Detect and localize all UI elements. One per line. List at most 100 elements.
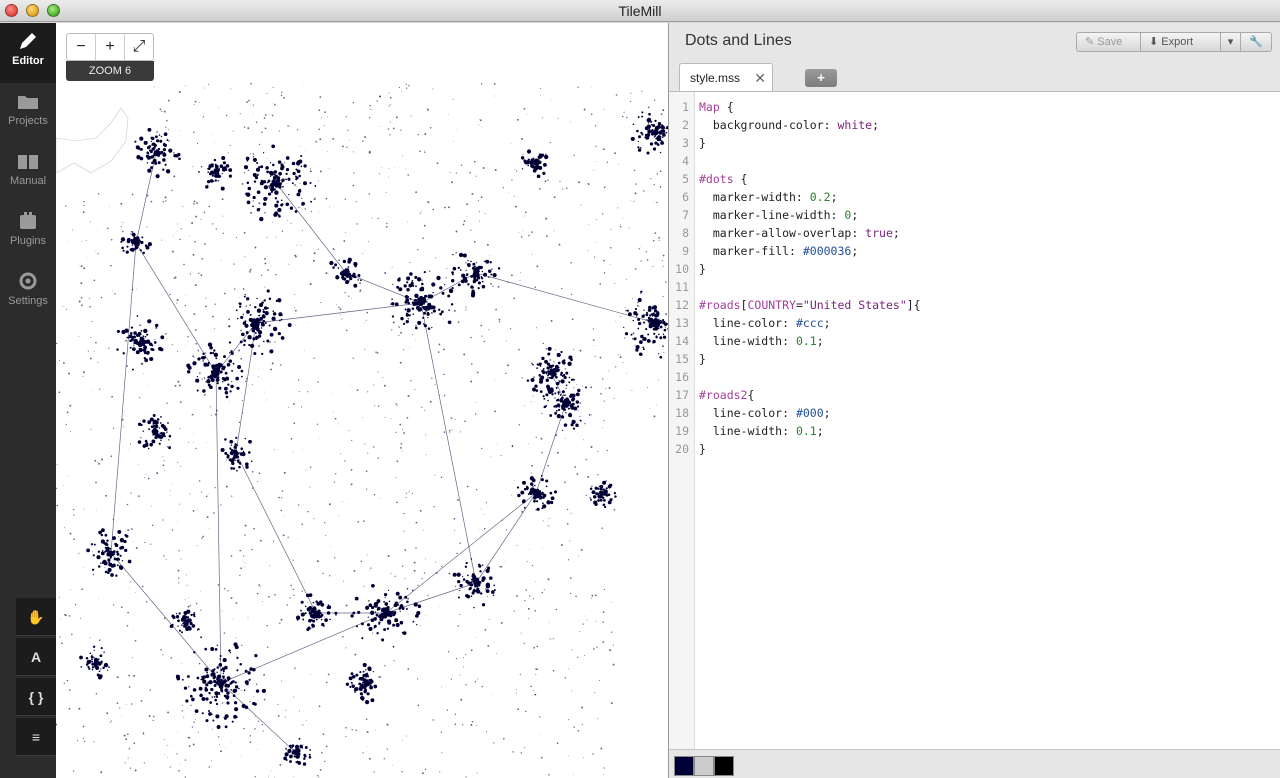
add-stylesheet-button[interactable]: + (805, 69, 837, 87)
palette-swatch-1[interactable] (674, 756, 694, 776)
code-line[interactable]: 7 marker-line-width: 0; (669, 206, 858, 224)
font-tool[interactable]: A (16, 638, 56, 676)
population-dot (369, 685, 374, 690)
population-dot (243, 165, 249, 170)
palette-swatch-2[interactable] (694, 756, 714, 776)
population-dot (439, 312, 443, 316)
population-dot (167, 422, 169, 424)
palette-swatch-3[interactable] (714, 756, 734, 776)
population-dot (578, 181, 580, 184)
population-dot (158, 344, 160, 346)
zoom-window-button[interactable] (47, 4, 60, 17)
sidebar-item-projects[interactable]: Projects (0, 83, 56, 143)
code-line[interactable]: 8 marker-allow-overlap: true; (669, 224, 900, 242)
code-line[interactable]: 11 (669, 278, 689, 296)
code-line[interactable]: 5 #dots { (669, 170, 747, 188)
population-dot (536, 174, 541, 179)
population-dot (466, 203, 469, 206)
population-dot (640, 290, 643, 294)
code-line[interactable]: 18 line-color: #000; (669, 404, 830, 422)
fullscreen-button[interactable]: ⤢ (132, 38, 146, 55)
population-dot (147, 242, 152, 247)
population-dot (188, 745, 191, 747)
sidebar-item-manual[interactable]: Manual (0, 143, 56, 203)
population-dot (443, 477, 444, 478)
minimize-window-button[interactable] (26, 4, 39, 17)
code-line[interactable]: 15} (669, 350, 706, 368)
code-line[interactable]: 17 #roads2{ (669, 386, 754, 404)
code-line[interactable]: 2 background-color: white; (669, 116, 879, 134)
code-line[interactable]: 1 Map { (669, 98, 734, 116)
pan-tool[interactable]: ✋ (16, 598, 56, 636)
zoom-out-button[interactable]: − (67, 34, 96, 60)
code-line[interactable]: 9 marker-fill: #000036; (669, 242, 858, 260)
population-dot (472, 262, 476, 266)
population-dot (374, 405, 376, 407)
population-dot (482, 167, 485, 169)
population-dot (444, 206, 446, 209)
code-line[interactable]: 4 (669, 152, 689, 170)
code-line[interactable]: 19 line-width: 0.1; (669, 422, 824, 440)
code-editor[interactable]: 1 Map {2 background-color: white; 3} 4 5 #dot… (669, 91, 1280, 750)
code-line[interactable]: 12 #roads[COUNTRY="United States"]{ (669, 296, 920, 314)
population-dot (588, 414, 591, 416)
population-dot (462, 253, 467, 258)
population-dot (459, 431, 462, 433)
population-dot (273, 170, 278, 174)
code-text: line-width: 0.1; (699, 334, 824, 348)
population-dot (541, 356, 545, 361)
code-line[interactable]: 6 marker-width: 0.2; (669, 188, 837, 206)
population-dot (619, 353, 621, 355)
population-dot (182, 622, 184, 625)
project-settings-button[interactable]: 🔧 (1241, 33, 1271, 51)
population-dot (235, 309, 238, 312)
population-dot (134, 140, 137, 143)
population-dot (241, 332, 245, 337)
sidebar-item-settings[interactable]: Settings (0, 263, 56, 323)
map-view[interactable] (56, 23, 668, 778)
close-window-button[interactable] (5, 4, 18, 17)
population-dot (630, 333, 633, 336)
population-dot (257, 720, 260, 722)
map-canvas[interactable] (56, 23, 668, 778)
population-dot (608, 370, 610, 372)
close-icon[interactable]: ✕ (754, 70, 766, 86)
population-dot (174, 384, 177, 387)
population-dot (556, 451, 559, 454)
sidebar-item-plugins[interactable]: Plugins (0, 203, 56, 263)
population-dot (457, 579, 461, 584)
population-dot (240, 567, 242, 570)
population-dot (399, 446, 402, 449)
population-dot (647, 129, 652, 134)
population-dot (415, 191, 417, 194)
zoom-in-button[interactable]: + (96, 34, 125, 60)
save-button[interactable]: ✎ Save (1077, 33, 1141, 51)
layers-tool[interactable]: ≡ (16, 718, 56, 756)
population-dot (222, 670, 225, 673)
population-dot (298, 504, 300, 506)
code-line[interactable]: 14 line-width: 0.1; (669, 332, 824, 350)
population-dot (218, 370, 220, 373)
code-line[interactable]: 20} (669, 440, 706, 458)
population-dot (526, 114, 527, 116)
population-dot (238, 681, 239, 683)
population-dot (599, 283, 601, 285)
population-dot (268, 262, 270, 264)
population-dot (473, 591, 475, 594)
export-button[interactable]: ⬇ Export (1141, 33, 1221, 51)
population-dot (246, 200, 251, 205)
population-dot (88, 297, 91, 300)
population-dot (110, 264, 112, 267)
sidebar-item-editor[interactable]: Editor (0, 23, 56, 83)
code-line[interactable]: 13 line-color: #ccc; (669, 314, 830, 332)
population-dot (142, 337, 145, 340)
tab-style-mss[interactable]: style.mss ✕ (679, 63, 773, 91)
code-line[interactable]: 3} (669, 134, 706, 152)
carto-tool[interactable]: { } (16, 678, 56, 716)
population-dot (411, 280, 414, 282)
code-line[interactable]: 10} (669, 260, 706, 278)
code-line[interactable]: 16 (669, 368, 689, 386)
population-dot (272, 310, 275, 313)
population-dot (150, 543, 152, 545)
export-dropdown-button[interactable]: ▾ (1221, 33, 1241, 51)
